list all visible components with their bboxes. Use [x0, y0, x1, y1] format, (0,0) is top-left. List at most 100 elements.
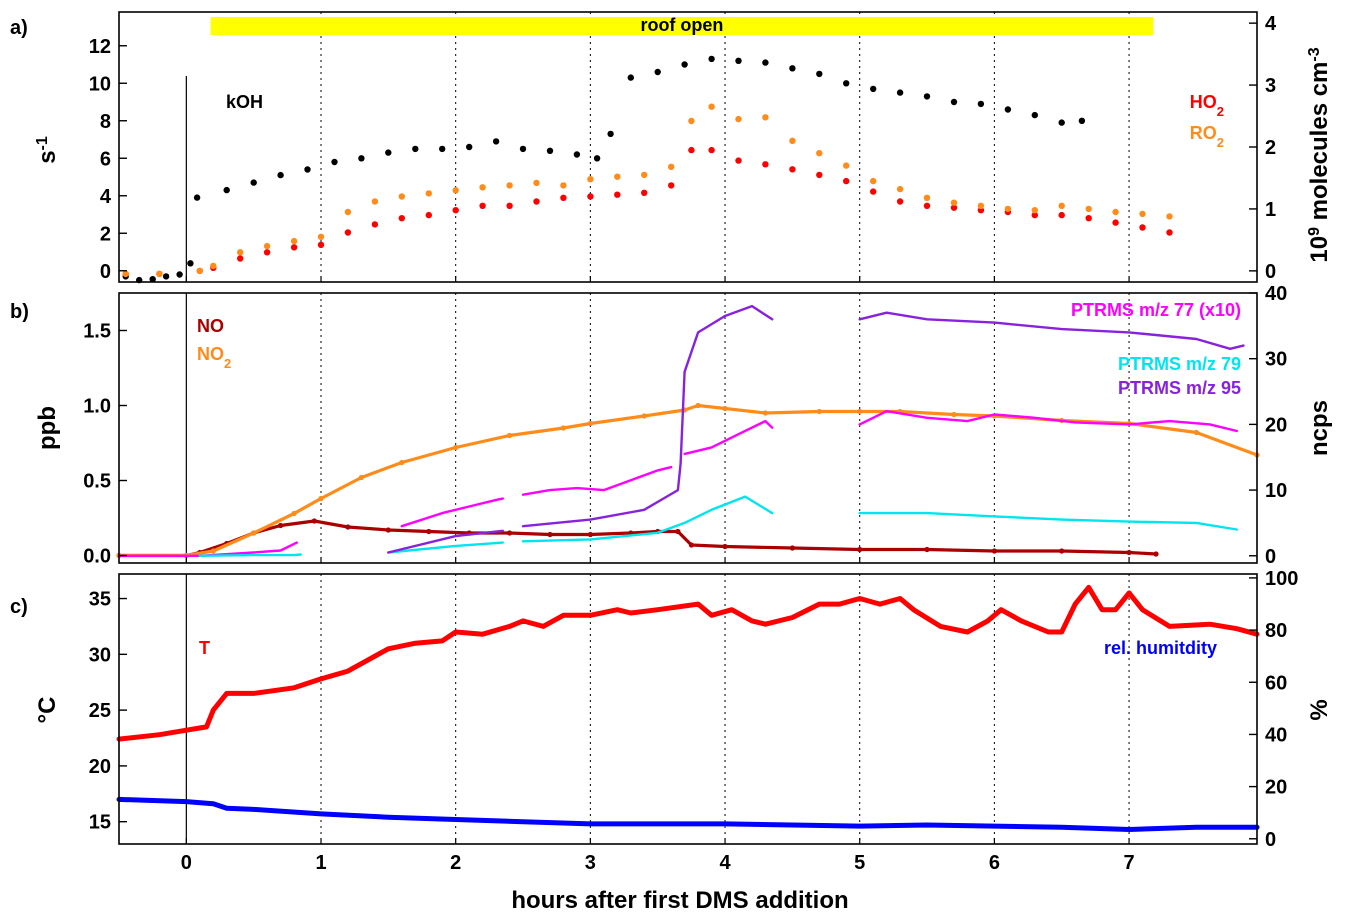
series-label-c-1: rel. humitdity	[1104, 638, 1217, 658]
data-point	[1031, 207, 1039, 214]
data-point	[950, 98, 958, 106]
data-point	[857, 408, 863, 415]
data-point	[479, 202, 486, 209]
data-point	[1166, 213, 1173, 220]
ytick-right-label-a: 4	[1265, 13, 1277, 35]
data-point	[399, 459, 405, 466]
data-point	[251, 530, 257, 536]
series-line	[116, 584, 1260, 742]
data-point	[398, 193, 405, 200]
ytick-right-label-c: 100	[1265, 568, 1298, 590]
data-point	[1085, 215, 1092, 222]
data-point	[196, 267, 203, 275]
ytick-left-label-c: 15	[89, 812, 111, 834]
data-point	[176, 271, 183, 278]
ytick-left-label-b: 1.0	[83, 396, 111, 418]
data-point	[924, 546, 930, 553]
data-point	[762, 114, 769, 121]
ytick-right-label-b: 20	[1265, 414, 1287, 436]
series-label-b-2: PTRMS m/z 77 (x10)	[1071, 300, 1241, 320]
panel-b-label: b)	[10, 301, 29, 323]
data-point	[317, 241, 325, 248]
data-point	[789, 137, 796, 144]
data-point	[722, 543, 728, 550]
xtick-label: 5	[854, 852, 865, 874]
data-point	[627, 74, 634, 81]
series-line-segment	[521, 495, 774, 543]
data-point	[311, 518, 317, 524]
data-point	[277, 171, 284, 179]
data-point	[1004, 106, 1012, 113]
data-point	[466, 143, 473, 151]
data-point	[816, 150, 823, 157]
panel-c-label: c)	[10, 596, 28, 618]
data-point	[1078, 117, 1086, 125]
data-point	[237, 255, 244, 262]
data-point	[547, 531, 553, 538]
data-point	[870, 188, 877, 195]
data-point	[122, 270, 129, 278]
data-point	[290, 244, 298, 251]
data-point	[1058, 119, 1065, 126]
data-point	[762, 410, 769, 416]
ytick-right-label-c: 80	[1265, 620, 1287, 642]
series-line-segment	[858, 410, 1238, 433]
ytick-right-label-b: 0	[1265, 546, 1276, 568]
data-point	[587, 420, 594, 427]
xtick-label: 7	[1123, 852, 1134, 874]
data-point	[317, 233, 325, 240]
data-point	[1112, 208, 1119, 216]
data-point	[816, 70, 823, 78]
data-point	[1153, 551, 1159, 557]
data-point	[735, 57, 742, 64]
data-point	[1058, 211, 1065, 219]
data-point	[593, 155, 601, 162]
panel-a-ylabel-right: 109 molecules cm-3	[1306, 47, 1334, 262]
series-label-b-0: NO	[197, 316, 224, 336]
ytick-left-label-c: 25	[89, 700, 111, 722]
data-point	[290, 237, 298, 245]
data-point	[452, 207, 459, 214]
data-point	[896, 89, 904, 96]
xtick-label: 1	[315, 852, 326, 874]
data-point	[358, 155, 365, 162]
series-label-a-1: HO2	[1190, 92, 1224, 119]
data-point	[507, 432, 513, 439]
data-point	[318, 495, 324, 502]
data-point	[843, 177, 850, 185]
xtick-label: 0	[181, 852, 192, 874]
ytick-right-label-a: 3	[1265, 75, 1276, 97]
data-point	[843, 162, 850, 169]
data-point	[857, 546, 863, 553]
data-point	[587, 531, 594, 538]
data-point	[237, 249, 244, 256]
data-point	[977, 202, 985, 209]
data-point	[519, 145, 527, 153]
data-point	[977, 100, 985, 108]
data-point	[654, 68, 661, 76]
data-point	[991, 548, 998, 554]
ytick-left-label-c: 30	[89, 644, 111, 666]
ytick-left-label-c: 35	[89, 589, 111, 611]
data-point	[668, 182, 675, 189]
ytick-left-label-a: 2	[100, 223, 111, 245]
data-point	[1139, 210, 1146, 218]
data-point	[479, 184, 486, 191]
series-line-segment	[387, 529, 504, 554]
data-point	[385, 149, 392, 156]
ytick-right-label-b: 40	[1265, 283, 1287, 305]
data-point	[735, 115, 742, 123]
panel-a-label: a)	[10, 17, 28, 39]
data-point	[843, 80, 850, 87]
data-point	[223, 186, 230, 194]
data-point	[688, 542, 695, 548]
data-point	[492, 138, 500, 145]
data-point	[1126, 549, 1132, 556]
data-point	[263, 249, 271, 256]
data-point	[1004, 205, 1012, 213]
data-point	[291, 510, 297, 517]
series-line	[117, 403, 1259, 558]
data-point	[641, 413, 647, 419]
data-point	[331, 158, 338, 166]
